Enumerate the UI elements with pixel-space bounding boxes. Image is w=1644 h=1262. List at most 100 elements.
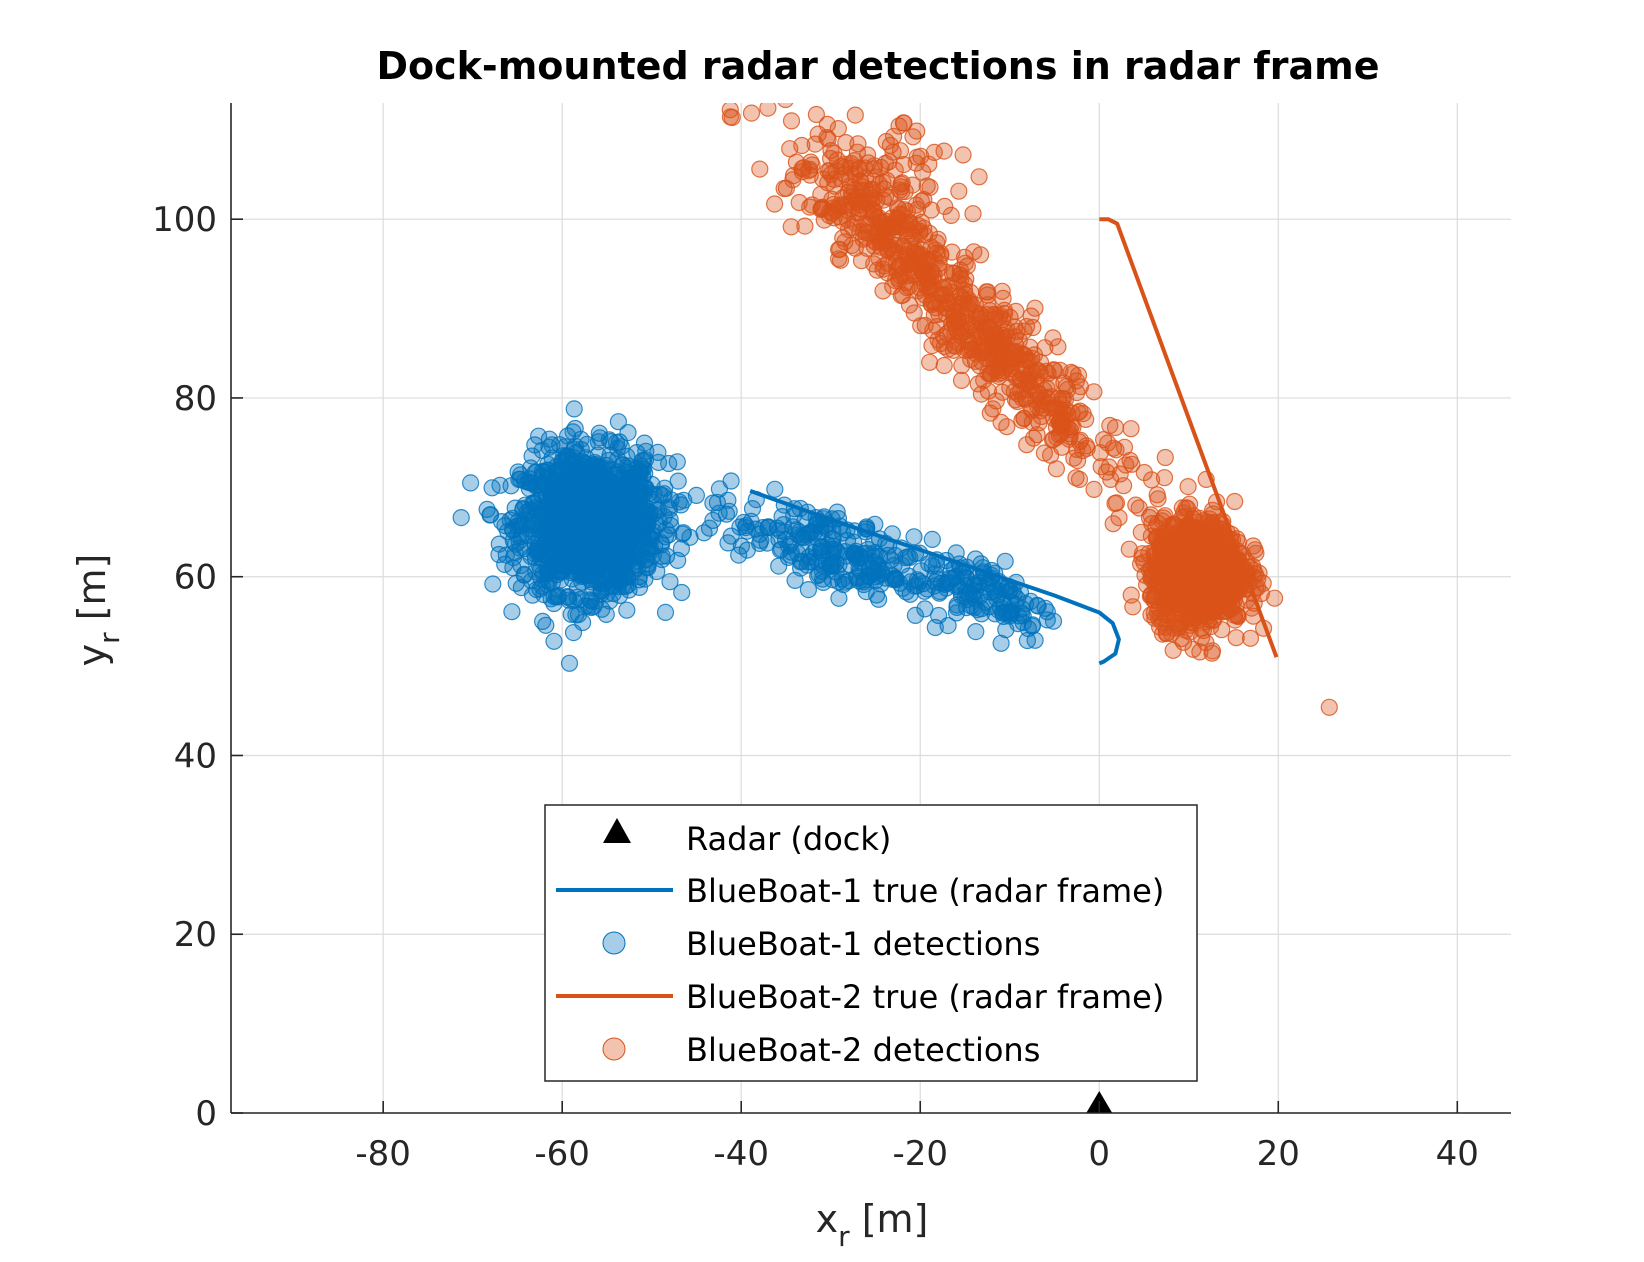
detection-point bbox=[943, 569, 961, 588]
detection-point bbox=[890, 117, 908, 135]
detection-point bbox=[582, 460, 600, 478]
detection-point bbox=[874, 282, 892, 300]
detection-point bbox=[1246, 541, 1264, 559]
detection-point bbox=[1174, 612, 1192, 631]
detection-point bbox=[552, 475, 570, 493]
detection-point bbox=[1320, 698, 1338, 716]
detection-point bbox=[766, 480, 784, 498]
detection-point bbox=[503, 521, 522, 539]
detection-point bbox=[655, 485, 673, 503]
detection-point bbox=[1149, 514, 1167, 532]
detection-point bbox=[900, 296, 919, 314]
x-tick-label: -80 bbox=[355, 1134, 411, 1174]
detection-point bbox=[905, 240, 924, 258]
detection-point bbox=[1018, 436, 1036, 454]
detection-point bbox=[826, 177, 844, 195]
detection-point bbox=[1111, 465, 1129, 483]
detection-point bbox=[669, 472, 687, 490]
detection-point bbox=[668, 453, 686, 471]
detection-point bbox=[921, 178, 939, 196]
detection-point bbox=[837, 134, 855, 152]
detection-point bbox=[1063, 404, 1081, 422]
detection-point bbox=[1039, 395, 1058, 413]
detection-point bbox=[695, 524, 713, 542]
detection-point bbox=[990, 306, 1009, 324]
detection-point bbox=[1005, 348, 1023, 367]
detection-point bbox=[1022, 399, 1040, 417]
detection-point bbox=[1155, 469, 1174, 487]
detection-point bbox=[1122, 586, 1140, 604]
detection-point bbox=[581, 555, 599, 573]
detection-point bbox=[1017, 374, 1035, 392]
detection-point bbox=[846, 106, 864, 124]
detection-point bbox=[656, 603, 675, 622]
detection-point bbox=[537, 616, 555, 634]
detection-point bbox=[687, 486, 706, 504]
detection-point bbox=[641, 539, 660, 557]
detection-point bbox=[609, 532, 627, 550]
legend: Radar (dock) BlueBoat-1 true (radar fram… bbox=[544, 804, 1198, 1082]
detection-point bbox=[807, 105, 826, 124]
detection-point bbox=[969, 375, 987, 393]
y-tick-label: 100 bbox=[152, 200, 217, 240]
detection-point bbox=[830, 208, 849, 226]
detection-point bbox=[935, 356, 953, 375]
detection-point bbox=[614, 500, 632, 518]
detection-point bbox=[1173, 499, 1191, 517]
detection-point bbox=[673, 583, 691, 602]
detection-point bbox=[1049, 338, 1067, 356]
detection-point bbox=[869, 227, 887, 245]
y-tick-label: 60 bbox=[174, 558, 217, 598]
detection-point bbox=[1047, 460, 1066, 478]
detection-point bbox=[1002, 602, 1020, 621]
detection-point bbox=[920, 224, 939, 242]
detection-point bbox=[958, 314, 976, 332]
detection-point bbox=[992, 634, 1010, 652]
detections-layer bbox=[452, 103, 1338, 716]
detection-point bbox=[743, 500, 762, 518]
detection-point bbox=[950, 182, 968, 200]
detection-point bbox=[754, 518, 772, 537]
plot-area bbox=[452, 103, 1338, 1113]
detection-point bbox=[901, 548, 919, 567]
detection-point bbox=[565, 400, 583, 418]
detection-point bbox=[484, 575, 502, 593]
detection-point bbox=[1157, 624, 1175, 643]
detection-point bbox=[1150, 609, 1168, 627]
detection-point bbox=[824, 530, 842, 548]
detection-point bbox=[869, 590, 888, 608]
detection-point bbox=[1078, 439, 1096, 457]
detection-point bbox=[953, 356, 971, 375]
detection-point bbox=[948, 598, 966, 617]
legend-blueboat1-true-label: BlueBoat-1 true (radar frame) bbox=[686, 872, 1164, 910]
detection-point bbox=[545, 632, 563, 650]
detection-point bbox=[978, 286, 997, 304]
detection-point bbox=[1044, 361, 1063, 379]
legend-blueboat2-marker bbox=[602, 1037, 626, 1061]
detection-point bbox=[512, 556, 530, 575]
legend-radar-label: Radar (dock) bbox=[686, 820, 891, 858]
detection-point bbox=[1179, 478, 1197, 496]
detection-point bbox=[819, 130, 837, 148]
detection-point bbox=[899, 255, 917, 274]
detection-point bbox=[1195, 545, 1213, 564]
detection-point bbox=[1130, 499, 1148, 517]
detection-point bbox=[1187, 561, 1206, 579]
x-tick-label: -40 bbox=[713, 1134, 769, 1174]
detection-point bbox=[936, 197, 954, 215]
detection-point bbox=[925, 143, 943, 161]
detection-point bbox=[945, 337, 963, 355]
detection-point bbox=[550, 499, 568, 517]
detection-point bbox=[537, 488, 556, 506]
detection-point bbox=[1202, 590, 1221, 608]
detection-point bbox=[520, 474, 539, 492]
detection-point bbox=[478, 500, 496, 518]
detection-point bbox=[1151, 537, 1170, 555]
detection-point bbox=[543, 557, 562, 575]
detection-point bbox=[721, 108, 740, 126]
detection-point bbox=[731, 518, 749, 536]
detection-point bbox=[742, 104, 761, 122]
detection-point bbox=[635, 434, 654, 452]
detection-point bbox=[901, 213, 919, 231]
detection-point bbox=[618, 601, 636, 619]
